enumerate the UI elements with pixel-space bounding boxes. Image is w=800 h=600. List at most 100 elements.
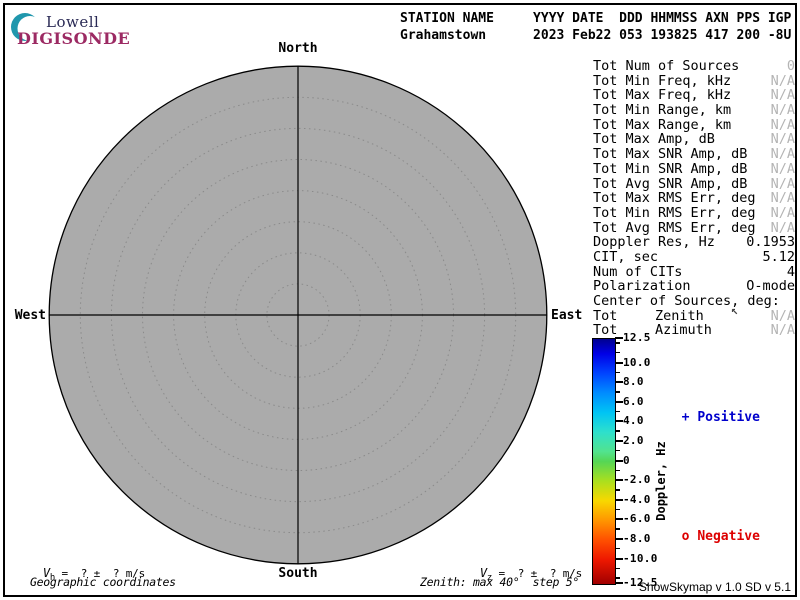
stats-label: Tot Min Freq, kHz (593, 72, 732, 89)
stats-row: Tot Min Range, km N/A (593, 103, 795, 118)
stats-value: 0.1953 (746, 234, 795, 251)
stats-label: Tot Max SNR Amp, dB (593, 146, 748, 163)
stats-value: 0 (786, 58, 795, 74)
stats-value: N/A (770, 204, 795, 221)
colorbar-major-tick (615, 337, 623, 339)
cardinal-label-west: West (14, 308, 46, 323)
digisonde-logo-crescent-icon (11, 13, 43, 41)
colorbar-tick-label: -4.0 (623, 492, 651, 506)
colorbar-tick-label: 2.0 (623, 433, 644, 447)
colorbar-tick-label: 0 (623, 453, 630, 467)
stats-value: N/A (770, 190, 795, 207)
stats-label: Center of Sources, deg: (593, 293, 780, 309)
cardinal-label-south: South (278, 566, 318, 581)
horizontal-velocity-readout: Vh = ? ± ? m/s (30, 551, 145, 586)
colorbar-tick-label: 12.5 (623, 331, 651, 344)
stats-value: N/A (770, 160, 795, 177)
stats-label: Polarization (593, 278, 691, 295)
colorbar-major-tick (615, 439, 623, 442)
stats-value: N/A (770, 175, 795, 192)
stats-value: N/A (770, 102, 795, 119)
colorbar-minor-tick (615, 567, 620, 570)
plus-marker-icon: + (681, 410, 690, 425)
colorbar-major-tick (615, 381, 623, 384)
colorbar-tick-label: 10.0 (623, 355, 651, 369)
doppler-colorbar (592, 338, 616, 585)
stats-row: Tot Num of Sources 0 (593, 59, 795, 74)
colorbar-minor-tick (615, 489, 620, 491)
colorbar-major-tick (615, 361, 623, 364)
colorbar-major-tick (615, 400, 623, 403)
stats-value: N/A (770, 72, 795, 89)
header-column-titles: STATION NAME YYYY DATE DDD HHMMSS AXN PP… (400, 11, 792, 26)
stats-label: Tot Min SNR Amp, dB (593, 160, 748, 177)
stats-row: Center of Sources, deg: (593, 294, 795, 309)
stats-row: Num of CITs 4 (593, 263, 795, 280)
legend-positive-label: Positive (697, 410, 760, 425)
colorbar-minor-tick (615, 391, 620, 393)
legend-negative: o Negative (666, 514, 760, 544)
stats-row: Tot Avg RMS Err, deg N/A (593, 219, 795, 236)
colorbar-major-tick (615, 518, 623, 521)
circle-marker-icon: o (681, 529, 690, 544)
colorbar-tick-label: -8.0 (623, 531, 651, 545)
colorbar-minor-tick (615, 469, 620, 472)
vh-value: = ? ± ? m/s (55, 567, 146, 580)
mouse-cursor: ↖ (731, 303, 739, 317)
stats-label: Tot Max Range, km (593, 116, 732, 133)
colorbar-minor-tick (615, 528, 620, 530)
stats-label: Tot Max RMS Err, deg (593, 190, 756, 207)
stats-label: CIT, sec (593, 248, 659, 265)
legend-negative-label: Negative (697, 529, 760, 544)
stats-value: N/A (770, 116, 795, 133)
stats-label: Tot Min Range, km (593, 102, 732, 119)
coordinates-mode-label: Geographic coordinates (30, 575, 176, 589)
vertical-velocity-readout: Vz = ? ± ? m/s (467, 551, 582, 586)
stats-label: Tot (593, 322, 618, 339)
stats-label: Tot (593, 307, 618, 324)
logo-lowell-text: Lowell (46, 13, 100, 31)
stats-row: Tot Min Freq, kHz N/A (593, 72, 795, 89)
cardinal-label-east: East (551, 308, 583, 323)
stats-label: Tot Num of Sources (593, 58, 740, 74)
stats-row: Tot Zenith N/A (593, 307, 795, 324)
cardinal-label-north: North (278, 41, 318, 56)
colorbar-minor-tick (615, 430, 620, 432)
stats-mid-label: Azimuth (655, 322, 712, 339)
logo-digisonde-text: DIGISONDE (17, 29, 131, 48)
stats-value: N/A (770, 146, 795, 163)
stats-panel: Tot Num of Sources 0 Tot Min Freq, kHz N/A T… (593, 59, 795, 338)
stats-row: Tot Avg SNR Amp, dB N/A (593, 175, 795, 192)
colorbar-tick-label: -12.5 (623, 576, 658, 589)
stats-label: Num of CITs (593, 263, 683, 280)
stats-label: Tot Max Amp, dB (593, 131, 715, 148)
stats-value: 5.12 (762, 248, 795, 265)
stats-value: N/A (770, 87, 795, 104)
stats-value: 4 (786, 263, 795, 280)
stats-row: Tot Max Range, km N/A (593, 118, 795, 133)
stats-row: Tot Max Amp, dB N/A (593, 132, 795, 147)
colorbar-minor-tick (615, 449, 620, 452)
colorbar-major-tick (615, 479, 623, 482)
stats-row: Tot Azimuth N/A (593, 323, 795, 338)
stats-label: Tot Max Freq, kHz (593, 87, 732, 104)
vz-subscript: z (486, 573, 493, 584)
colorbar-major-tick (615, 498, 623, 501)
stats-row: Doppler Res, Hz 0.1953 (593, 235, 795, 250)
colorbar-minor-tick (615, 371, 620, 374)
skymap-plot (48, 65, 548, 565)
colorbar-tick-label: 8.0 (623, 375, 644, 389)
stats-value: N/A (770, 219, 795, 236)
colorbar-minor-tick (615, 508, 620, 511)
colorbar-tick-label: 6.0 (623, 394, 644, 408)
stats-value: N/A (770, 307, 795, 324)
app-version-label: ShowSkymap v 1.0 SD v 5.1 (638, 580, 791, 594)
vz-symbol: V (479, 566, 487, 580)
stats-row: Tot Max RMS Err, deg N/A (593, 191, 795, 206)
colorbar-minor-tick (615, 351, 620, 354)
legend-positive: + Positive (666, 395, 760, 425)
colorbar-ticks: 12.5 10.0 8.0 6.0 4.0 2.0 0 -2.0 -4.0 -6.0 -8.0 -10… (615, 331, 675, 589)
stats-value: N/A (770, 131, 795, 148)
stats-row: CIT, sec 5.12 (593, 250, 795, 265)
colorbar-major-tick (615, 459, 623, 462)
